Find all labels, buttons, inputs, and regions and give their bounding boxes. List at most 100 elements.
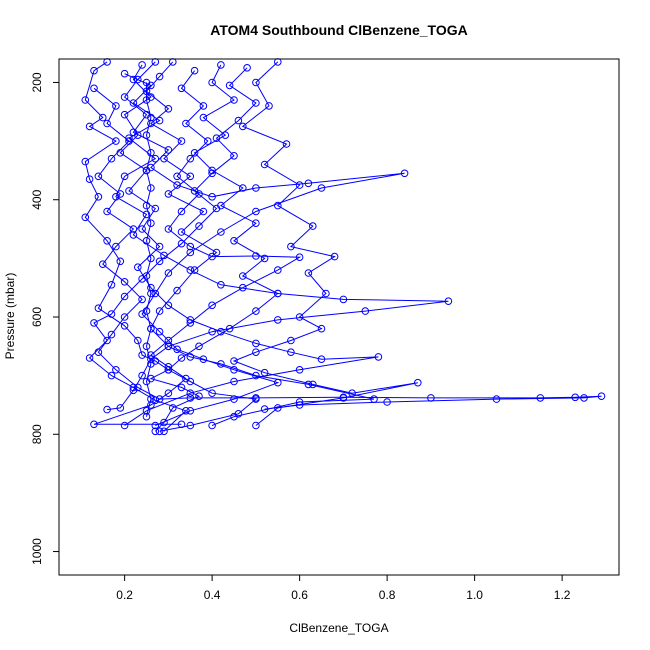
data-point <box>186 266 195 274</box>
data-point <box>155 327 164 336</box>
data-point <box>186 154 195 163</box>
data-point <box>199 355 208 364</box>
data-point <box>116 257 125 266</box>
data-point <box>164 363 173 371</box>
data-point <box>120 313 129 321</box>
data-point <box>225 81 234 90</box>
data-point <box>147 184 155 192</box>
data-point <box>103 207 111 216</box>
data-point <box>230 357 238 365</box>
data-point <box>103 237 111 245</box>
y-axis: 200 400 600 800 1000 <box>30 72 60 565</box>
data-point <box>147 360 155 368</box>
x-tick-label: 1.2 <box>554 588 571 602</box>
data-point <box>186 242 195 251</box>
data-point <box>295 401 304 409</box>
data-point <box>129 231 138 239</box>
data-point <box>155 242 164 251</box>
data-point <box>164 190 173 198</box>
data-point <box>142 210 151 219</box>
data-point <box>177 420 186 429</box>
y-tick-label: 200 <box>30 72 44 92</box>
data-point <box>142 272 151 280</box>
data-point <box>304 179 313 188</box>
data-point <box>252 348 260 357</box>
data-point <box>90 420 98 429</box>
data-point <box>208 389 216 398</box>
data-point <box>252 421 260 430</box>
data-point <box>190 187 199 195</box>
data-point <box>112 137 120 145</box>
data-point <box>177 239 186 248</box>
data-point <box>234 410 243 418</box>
data-point <box>142 407 151 415</box>
data-point <box>295 366 304 374</box>
data-point <box>252 99 260 107</box>
data-point <box>212 134 221 142</box>
data-point <box>81 157 90 166</box>
data-point <box>142 201 151 210</box>
data-point <box>151 154 160 163</box>
series-8-line <box>93 87 602 410</box>
data-point <box>230 152 238 160</box>
data-point <box>142 166 151 175</box>
data-point <box>142 307 151 315</box>
data-point <box>134 336 142 345</box>
data-point <box>204 137 212 145</box>
data-point <box>208 327 216 336</box>
data-point <box>287 348 295 357</box>
data-point <box>309 222 317 230</box>
data-point <box>99 113 107 122</box>
data-point <box>243 64 251 72</box>
data-point <box>120 110 129 119</box>
data-point <box>147 113 155 122</box>
data-point <box>138 351 146 359</box>
data-point <box>112 366 120 374</box>
y-tick-label: 400 <box>30 189 44 209</box>
data-point <box>134 263 142 272</box>
data-point <box>252 252 260 260</box>
data-point <box>274 289 282 298</box>
data-point <box>580 394 588 402</box>
series-11 <box>142 78 155 421</box>
plot-frame <box>58 58 620 576</box>
data-point <box>186 248 195 257</box>
data-point <box>322 289 330 298</box>
data-point <box>195 342 203 351</box>
data-point <box>383 398 391 406</box>
data-point <box>142 78 151 87</box>
data-point <box>160 427 168 436</box>
data-point <box>103 405 111 414</box>
data-point <box>120 421 129 430</box>
data-point <box>444 297 453 306</box>
data-point <box>151 427 160 436</box>
data-point <box>252 394 260 402</box>
data-point <box>230 237 238 245</box>
y-tick-label: 600 <box>30 307 44 327</box>
data-point <box>274 266 282 274</box>
chart-title: ATOM4 Southbound ClBenzene_TOGA <box>210 22 467 38</box>
data-point <box>217 61 225 69</box>
data-point <box>164 342 173 351</box>
data-point <box>138 295 146 304</box>
data-point <box>85 175 94 183</box>
data-point <box>597 392 606 401</box>
data-point <box>212 248 221 257</box>
data-point <box>239 272 247 280</box>
data-point <box>217 281 225 289</box>
data-point <box>287 336 295 345</box>
data-point <box>309 380 317 389</box>
y-tick-label: 1000 <box>30 538 44 565</box>
data-point <box>252 184 260 192</box>
data-point <box>134 383 142 392</box>
data-point <box>208 301 216 310</box>
data-point <box>129 383 138 392</box>
series-1-line <box>84 61 201 432</box>
data-point <box>155 427 164 436</box>
data-point <box>151 204 160 213</box>
data-point <box>173 286 181 295</box>
data-point <box>252 219 260 227</box>
data-point <box>217 228 225 236</box>
data-point <box>195 222 203 230</box>
data-point <box>348 389 356 398</box>
